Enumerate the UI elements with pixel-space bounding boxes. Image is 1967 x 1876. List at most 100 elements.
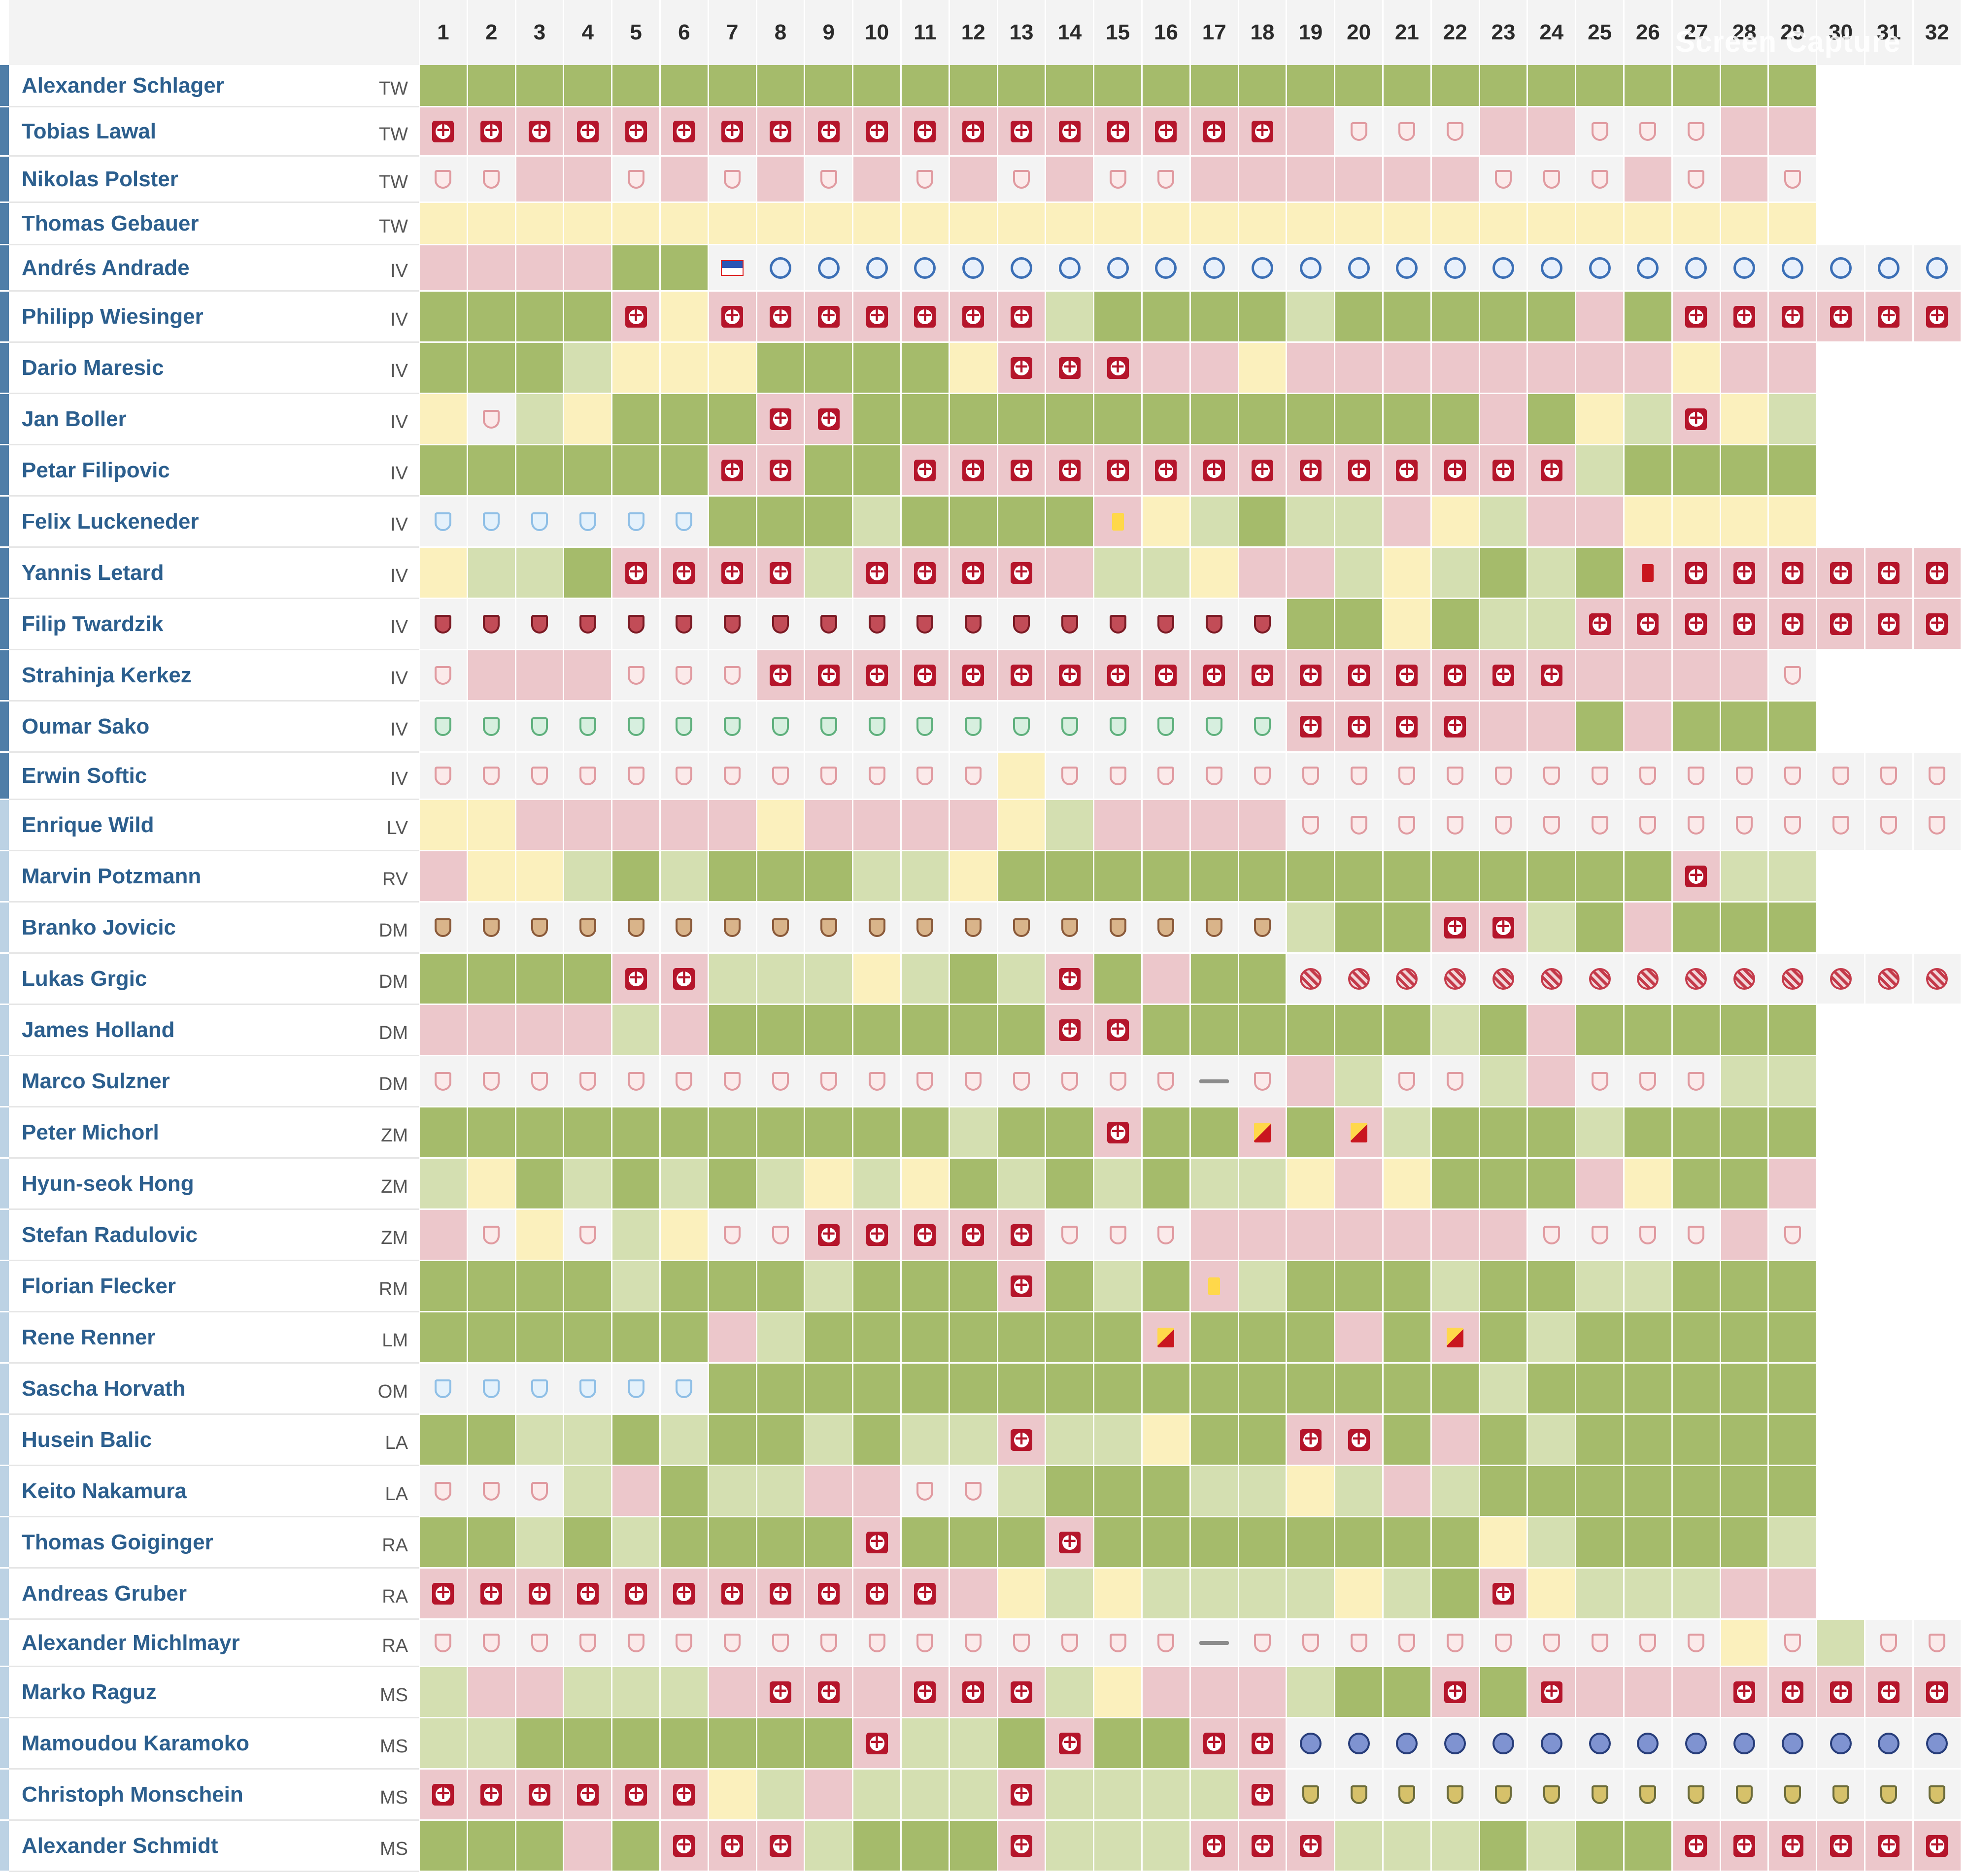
player-name-link[interactable]: Filip Twardzik: [22, 612, 164, 636]
injury-icon: [817, 1581, 840, 1605]
player-row-label: Sascha Horvath OM: [9, 1364, 419, 1415]
club-logo-icon: [1589, 257, 1611, 279]
injury-icon: [962, 458, 984, 481]
matchday-cell-status: [853, 292, 902, 343]
player-name-link[interactable]: Oumar Sako: [22, 714, 150, 738]
matchday-cell-status: [1094, 497, 1143, 548]
matchday-cell-played: [998, 65, 1047, 107]
matchday-cell-partial: [516, 1517, 565, 1569]
player-name-link[interactable]: Andreas Gruber: [22, 1581, 187, 1606]
player-name-link[interactable]: Branko Jovicic: [22, 915, 176, 939]
player-name-link[interactable]: Sascha Horvath: [22, 1376, 186, 1401]
matchday-cell-absent: [564, 800, 613, 851]
matchday-cell-played: [1094, 1466, 1143, 1517]
player-name-link[interactable]: Mamoudou Karamoko: [22, 1731, 250, 1755]
player-name-link[interactable]: Husein Balic: [22, 1428, 152, 1452]
player-row-label: Petar Filipovic IV: [9, 445, 419, 497]
player-name-link[interactable]: Florian Flecker: [22, 1274, 176, 1298]
player-name-link[interactable]: Philipp Wiesinger: [22, 304, 203, 329]
player-name-link[interactable]: Lukas Grgic: [22, 967, 147, 991]
player-name-link[interactable]: Yannis Letard: [22, 561, 164, 585]
matchday-cell-status: [1384, 245, 1432, 292]
club-crest-icon: [1398, 1633, 1416, 1652]
player-name-link[interactable]: Keito Nakamura: [22, 1479, 187, 1503]
matchday-cell-white: [1865, 1415, 1914, 1466]
player-name-link[interactable]: Nikolas Polster: [22, 167, 178, 191]
matchday-cell-played: [1335, 1005, 1384, 1056]
matchday-cell-bench: [420, 394, 468, 445]
matchday-cell-bench: [1384, 203, 1432, 245]
player-name-link[interactable]: Petar Filipovic: [22, 458, 170, 482]
matchday-cell-played: [950, 1159, 998, 1210]
club-logo-icon: [1203, 257, 1225, 279]
club-crest-icon: [1157, 717, 1175, 736]
injury-icon: [1299, 714, 1322, 737]
player-row-label: Marvin Potzmann RV: [9, 851, 419, 903]
matchday-cell-partial: [1335, 548, 1384, 599]
matchday-cell-played: [1672, 1364, 1721, 1415]
matchday-cell-status: [420, 599, 468, 650]
player-name-link[interactable]: Christoph Monschein: [22, 1782, 243, 1807]
matchday-cell-absent: [1335, 1159, 1384, 1210]
player-name-link[interactable]: Jan Boller: [22, 407, 127, 431]
matchday-header-31: 31: [1865, 0, 1914, 65]
matchday-cell-status: [1239, 1770, 1288, 1821]
club-logo-icon: [1878, 968, 1900, 990]
matchday-cell-played: [1480, 1415, 1528, 1466]
player-name-link[interactable]: Alexander Michlmayr: [22, 1631, 240, 1655]
matchday-cell-played: [1576, 1517, 1625, 1569]
player-name-link[interactable]: Tobias Lawal: [22, 119, 157, 143]
matchday-cell-status: [709, 1210, 757, 1261]
club-logo-icon: [866, 257, 888, 279]
player-name-link[interactable]: Rene Renner: [22, 1325, 156, 1349]
injury-icon: [817, 1679, 840, 1703]
player-name-link[interactable]: Andrés Andrade: [22, 256, 190, 280]
matchday-cell-status: [1817, 800, 1865, 851]
matchday-cell-played: [902, 343, 950, 394]
club-crest-icon: [1494, 1633, 1512, 1652]
player-name-link[interactable]: Stefan Radulovic: [22, 1223, 198, 1247]
player-row-label: Thomas Goiginger RA: [9, 1517, 419, 1569]
matchday-cell-partial: [1094, 1261, 1143, 1312]
player-name-link[interactable]: Marko Raguz: [22, 1680, 157, 1704]
player-name-link[interactable]: Thomas Gebauer: [22, 211, 199, 235]
player-name-link[interactable]: Felix Luckeneder: [22, 509, 199, 534]
matchday-cell-status: [612, 753, 661, 800]
matchday-cell-status: [468, 1364, 516, 1415]
player-name-link[interactable]: Alexander Schmidt: [22, 1834, 218, 1858]
matchday-cell-played: [1046, 394, 1095, 445]
matchday-cell-played: [420, 1312, 468, 1364]
club-crest-icon: [772, 1633, 789, 1652]
matchday-cell-partial: [902, 1415, 950, 1466]
matchday-cell-status: [1721, 1821, 1769, 1872]
matchday-cell-bench: [1672, 203, 1721, 245]
matchday-cell-played: [853, 1005, 902, 1056]
player-name-link[interactable]: Alexander Schlager: [22, 73, 224, 98]
matchday-cell-played: [1239, 1415, 1288, 1466]
matchday-cell-played: [564, 954, 613, 1005]
matchday-header-21: 21: [1384, 0, 1432, 65]
player-name-link[interactable]: Erwin Softic: [22, 764, 147, 788]
club-logo-icon: [1492, 257, 1514, 279]
player-name-link[interactable]: Enrique Wild: [22, 813, 154, 837]
player-name-link[interactable]: James Holland: [22, 1018, 175, 1042]
player-name-link[interactable]: Hyun-seok Hong: [22, 1172, 194, 1196]
matchday-cell-played: [950, 497, 998, 548]
player-name-link[interactable]: Marvin Potzmann: [22, 864, 202, 888]
injury-icon: [1926, 304, 1948, 328]
player-name-link[interactable]: Peter Michorl: [22, 1120, 159, 1144]
player-name-link[interactable]: Strahinja Kerkez: [22, 663, 192, 687]
player-name-link[interactable]: Marco Sulzner: [22, 1069, 170, 1093]
matchday-cell-absent: [1239, 548, 1288, 599]
matchday-cell-played: [1625, 1364, 1673, 1415]
player-name-link[interactable]: Thomas Goiginger: [22, 1530, 213, 1554]
matchday-cell-status: [661, 497, 709, 548]
injury-icon: [625, 1782, 647, 1806]
matchday-cell-played: [612, 1718, 661, 1770]
injury-icon: [1637, 611, 1659, 635]
player-name-link[interactable]: Dario Maresic: [22, 356, 164, 380]
matchday-cell-status: [1190, 445, 1239, 497]
matchday-cell-played: [1480, 1466, 1528, 1517]
player-position: DM: [378, 972, 408, 992]
matchday-cell-absent: [1287, 1210, 1336, 1261]
